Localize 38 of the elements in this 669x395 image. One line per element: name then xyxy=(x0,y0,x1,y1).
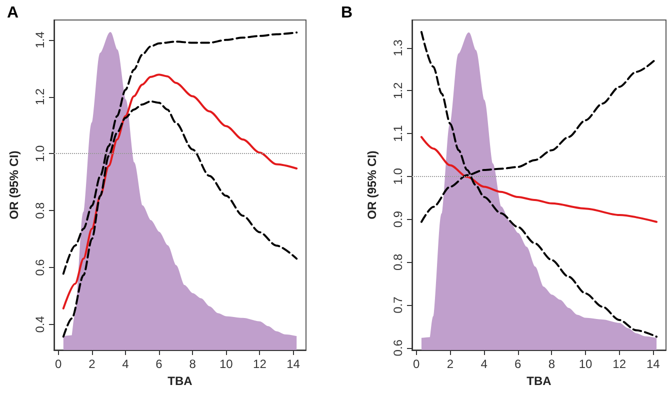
line-series xyxy=(420,136,658,223)
x-tick-label: 10 xyxy=(578,357,592,371)
x-tick-label: 2 xyxy=(446,357,454,371)
x-tick-label: 0 xyxy=(413,357,420,371)
y-tick-label: 1.0 xyxy=(33,145,47,162)
x-tick-label: 10 xyxy=(219,357,234,371)
y-axis-title: OR (95% CI) xyxy=(365,150,379,220)
x-tick-label: 2 xyxy=(88,357,96,371)
y-tick-label: 1.3 xyxy=(391,39,405,56)
x-tick-label: 14 xyxy=(646,357,660,371)
x-axis-title: TBA xyxy=(526,374,552,388)
x-tick-label: 12 xyxy=(253,357,267,371)
x-tick-label: 8 xyxy=(548,357,556,371)
y-axis-title: OR (95% CI) xyxy=(7,150,21,220)
y-tick-label: 1.1 xyxy=(391,124,405,142)
chart-title: A xyxy=(7,4,19,22)
x-tick-label: 12 xyxy=(612,357,626,371)
y-tick-label: 1.4 xyxy=(33,31,47,48)
x-tick-label: 4 xyxy=(480,357,488,371)
x-tick-label: 0 xyxy=(55,357,62,371)
y-tick-label: 0.6 xyxy=(391,339,405,356)
y-tick-label: 0.6 xyxy=(33,258,47,276)
x-tick-label: 6 xyxy=(156,357,163,371)
y-tick-label: 0.4 xyxy=(33,316,47,333)
x-tick-label: 4 xyxy=(122,357,130,371)
x-tick-label: 6 xyxy=(514,357,522,371)
y-tick-label: 0.8 xyxy=(391,253,405,270)
x-tick-label: 14 xyxy=(286,357,300,371)
y-tick-label: 0.8 xyxy=(33,202,47,219)
chart-title: B xyxy=(341,4,353,22)
x-tick-label: 8 xyxy=(189,357,196,371)
y-tick-label: 0.9 xyxy=(391,210,405,228)
x-axis-title: TBA xyxy=(168,374,193,388)
line-series xyxy=(62,74,298,310)
y-tick-label: 1.0 xyxy=(391,168,405,185)
y-tick-label: 1.2 xyxy=(391,82,405,100)
y-tick-label: 0.7 xyxy=(391,296,405,314)
y-tick-label: 1.2 xyxy=(33,88,47,106)
